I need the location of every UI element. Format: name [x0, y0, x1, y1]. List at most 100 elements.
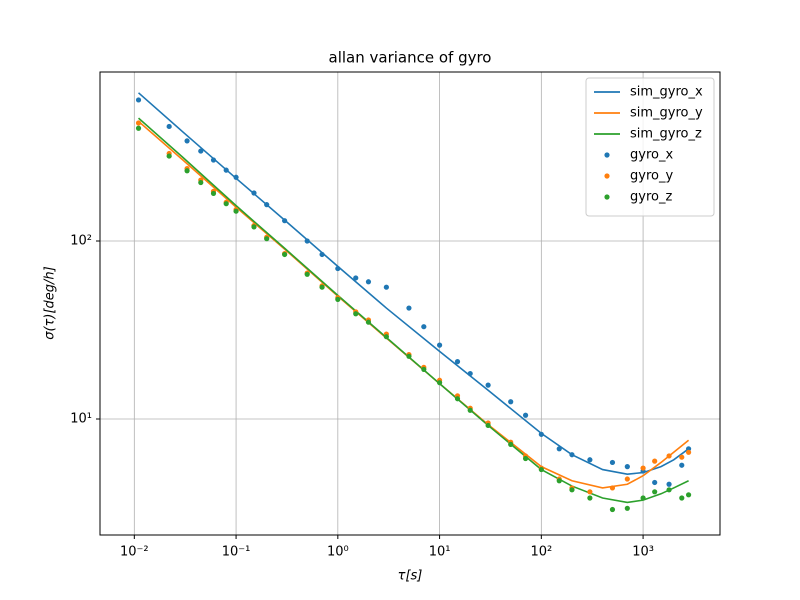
data-point — [304, 238, 310, 244]
data-point — [233, 174, 239, 180]
legend-label: sim_gyro_z — [630, 127, 702, 142]
legend-label: gyro_x — [630, 148, 673, 163]
data-point — [251, 190, 257, 196]
data-point — [666, 481, 672, 487]
data-point — [538, 431, 544, 437]
data-point — [436, 342, 443, 348]
data-point — [685, 492, 692, 498]
data-point — [365, 279, 372, 285]
data-point — [135, 120, 142, 126]
data-point — [652, 489, 658, 495]
chart-title: allan variance of gyro — [329, 49, 492, 67]
data-point — [679, 495, 685, 501]
data-point — [652, 458, 658, 464]
x-tick-label: 10² — [530, 545, 552, 560]
data-point — [383, 334, 389, 340]
data-point — [406, 353, 412, 359]
data-point — [609, 506, 616, 513]
data-point — [624, 505, 630, 511]
data-point — [282, 218, 288, 224]
data-point — [335, 296, 341, 302]
data-point — [624, 476, 630, 482]
legend-label: gyro_z — [630, 190, 672, 205]
data-point — [679, 454, 685, 460]
legend-label: gyro_y — [630, 169, 673, 184]
data-point — [264, 236, 270, 242]
x-axis-label: τ[s] — [398, 569, 423, 584]
data-point — [485, 382, 491, 388]
data-point — [335, 265, 341, 272]
data-point — [233, 208, 239, 214]
data-point — [353, 275, 359, 281]
legend-label: sim_gyro_y — [630, 106, 703, 121]
data-point — [467, 407, 473, 413]
data-point — [304, 271, 310, 277]
data-point — [184, 138, 190, 144]
data-point — [640, 465, 646, 471]
data-point — [587, 495, 593, 501]
data-point — [166, 123, 172, 130]
data-point — [666, 453, 672, 459]
data-point — [251, 224, 257, 230]
data-point — [319, 251, 325, 258]
data-point — [135, 97, 142, 103]
data-point — [609, 485, 616, 491]
data-point — [569, 452, 575, 458]
data-point — [685, 449, 692, 455]
data-point — [406, 305, 412, 311]
data-point — [556, 446, 562, 452]
data-point — [166, 153, 172, 159]
data-point — [538, 466, 544, 473]
data-point — [556, 478, 562, 484]
data-point — [454, 359, 461, 365]
data-point — [198, 148, 204, 154]
data-point — [569, 487, 575, 493]
data-point — [522, 412, 529, 418]
legend-swatch — [604, 152, 610, 158]
data-point — [508, 399, 514, 405]
data-point — [282, 251, 288, 258]
data-point — [353, 311, 359, 317]
x-tick-label: 10⁻² — [120, 545, 149, 560]
data-point — [421, 324, 427, 330]
data-point — [210, 157, 217, 163]
data-point — [135, 125, 142, 131]
data-point — [609, 459, 616, 466]
data-point — [587, 489, 593, 495]
data-point — [184, 168, 190, 174]
plot-frame — [99, 71, 721, 536]
x-tick-label: 10¹ — [429, 545, 451, 560]
data-point — [587, 457, 593, 463]
x-tick-label: 10⁻¹ — [222, 545, 251, 560]
series-line — [137, 117, 689, 504]
data-point — [421, 366, 427, 372]
data-point — [666, 487, 672, 493]
data-point — [652, 479, 658, 486]
data-point — [679, 462, 685, 468]
series-line — [138, 120, 690, 489]
legend-swatch — [604, 194, 610, 200]
data-point — [522, 455, 529, 462]
data-point — [485, 422, 491, 429]
data-point — [210, 190, 217, 197]
x-tick-label: 10⁰ — [327, 545, 349, 560]
data-point — [640, 495, 646, 501]
data-point — [198, 179, 204, 186]
data-point — [467, 370, 473, 377]
data-point — [264, 202, 270, 208]
data-point — [508, 441, 514, 447]
y-tick-label: 10¹ — [70, 411, 92, 426]
data-point — [383, 284, 389, 290]
data-point — [223, 167, 229, 173]
legend-swatch — [604, 173, 610, 179]
data-point — [365, 319, 372, 325]
legend-label: sim_gyro_x — [630, 85, 703, 100]
data-point — [454, 396, 461, 402]
data-point — [624, 464, 630, 470]
y-tick-label: 10² — [70, 233, 92, 248]
x-tick-label: 10³ — [632, 545, 654, 560]
data-point — [436, 380, 443, 386]
legend: sim_gyro_x sim_gyro_y sim_gyro_z gyro_xgyro… — [585, 77, 715, 217]
y-axis-label: σ(τ)[deg/h] — [43, 266, 58, 339]
